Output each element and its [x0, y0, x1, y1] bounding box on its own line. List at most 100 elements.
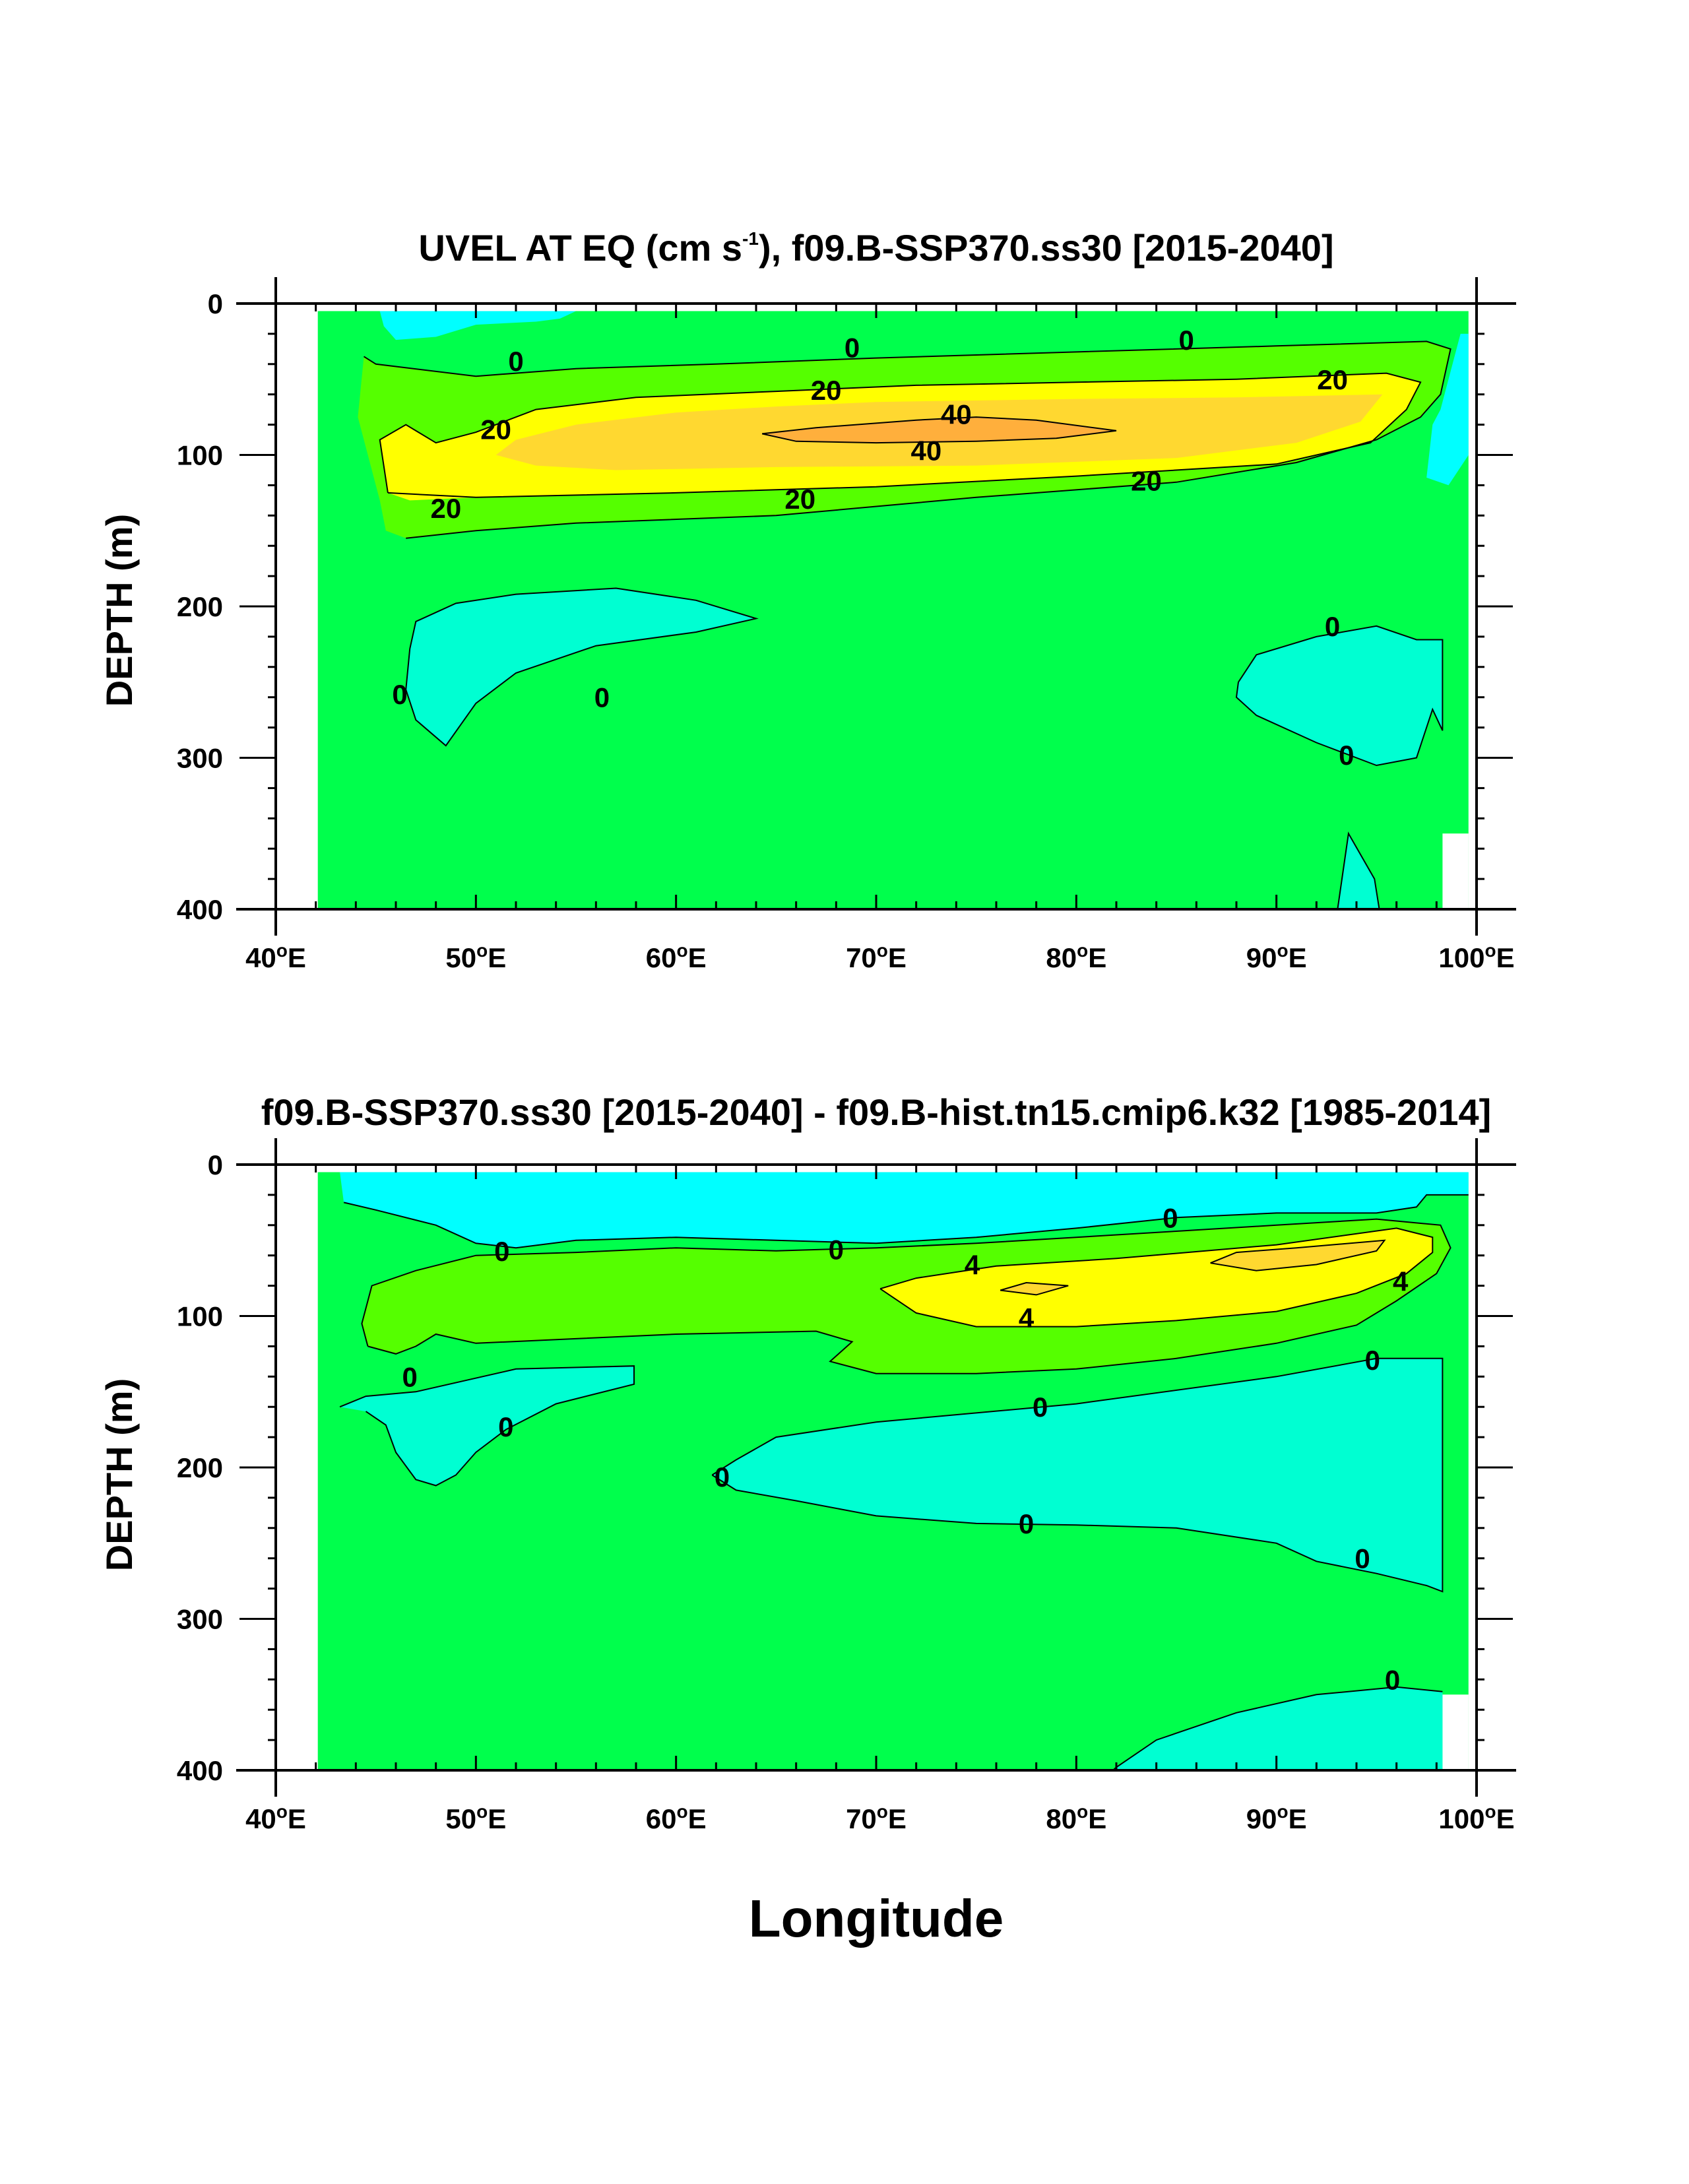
x-tick-label: 60oE — [646, 940, 707, 973]
contour-label-12: 0 — [594, 682, 610, 713]
contour-label-11: 0 — [1019, 1508, 1034, 1539]
x-tick-label-hemisphere: E — [888, 1803, 907, 1834]
contour-line-6 — [711, 1357, 1444, 1593]
x-tick-label: 90oE — [1246, 1801, 1307, 1834]
panel-lower-ylabel: DEPTH (m) — [98, 1378, 140, 1571]
contour-line-5 — [1337, 831, 1380, 909]
x-tick-label-num: 50 — [445, 1803, 476, 1834]
x-tick-label-degree: o — [676, 940, 687, 961]
x-tick-label-num: 100 — [1438, 1803, 1484, 1834]
x-tick-label-hemisphere: E — [1496, 942, 1515, 973]
contour-label-6: 20 — [430, 493, 461, 524]
contour-label-8: 0 — [715, 1461, 730, 1493]
y-tick-label: 400 — [177, 1755, 223, 1786]
contour-line-0 — [363, 340, 1451, 539]
y-tick-label: 0 — [208, 288, 223, 319]
contour-fill-region-8 — [1337, 833, 1380, 909]
x-tick-label-hemisphere: E — [688, 1803, 707, 1834]
masked-area-1 — [1442, 1694, 1469, 1770]
x-tick-label-num: 60 — [646, 942, 677, 973]
contour-fill-region-0 — [379, 311, 576, 340]
x-tick-label-degree: o — [1484, 940, 1496, 961]
x-tick-label-num: 50 — [445, 942, 476, 973]
contour-fill-region-6 — [712, 1358, 1443, 1592]
contour-label-0: 0 — [508, 346, 523, 377]
x-tick-label: 100oE — [1438, 940, 1514, 973]
x-tick-label: 70oE — [846, 940, 907, 973]
x-tick-label-num: 100 — [1438, 942, 1484, 973]
panel-upper-title-post: ), f09.B-SSP370.ss30 [2015-2040] — [759, 227, 1334, 269]
contour-label-13: 0 — [1385, 1664, 1400, 1695]
x-tick-label-hemisphere: E — [1289, 942, 1307, 973]
x-tick-label-hemisphere: E — [1496, 1803, 1515, 1834]
panel-upper-ylabel: DEPTH (m) — [98, 514, 140, 707]
x-tick-label: 50oE — [445, 1801, 506, 1834]
x-tick-label: 80oE — [1046, 940, 1106, 973]
contour-line-5 — [339, 1365, 635, 1487]
contour-line-1 — [379, 372, 1422, 498]
y-tick-label: 300 — [177, 1604, 223, 1635]
x-tick-label-num: 40 — [245, 1803, 276, 1834]
contour-label-14: 0 — [1339, 740, 1354, 771]
contour-label-4: 4 — [1019, 1302, 1035, 1333]
masked-area-0 — [1468, 304, 1477, 909]
contour-label-3: 4 — [965, 1249, 980, 1280]
x-tick-label-num: 90 — [1246, 1803, 1277, 1834]
panel-upper-title-pre: UVEL AT EQ (cm s — [418, 227, 742, 269]
x-tick-label-num: 60 — [646, 1803, 677, 1834]
contour-fill-region-0 — [340, 1172, 1469, 1248]
contour-fill-region-3 — [1210, 1240, 1385, 1271]
x-tick-label-degree: o — [1484, 1801, 1496, 1822]
contour-label-0: 0 — [494, 1236, 509, 1267]
contour-fill-region-5 — [340, 1366, 634, 1486]
y-tick-label: 0 — [208, 1149, 223, 1180]
contour-label-3: 20 — [480, 414, 511, 445]
contour-label-12: 0 — [1354, 1543, 1370, 1574]
x-tick-label-degree: o — [676, 1801, 687, 1822]
x-tick-label-hemisphere: E — [688, 942, 707, 973]
y-tick-label: 400 — [177, 894, 223, 925]
contour-line-1 — [361, 1218, 1451, 1374]
contour-fill-region-7 — [1236, 626, 1443, 765]
contour-label-9: 40 — [941, 399, 972, 430]
axes: 40oE 50oE 60oE 70oE 80oE 90oE 100oE01002003004… — [177, 277, 1516, 973]
masked-area-1 — [1442, 833, 1469, 909]
contour-line-2 — [761, 416, 1117, 444]
contour-line-2 — [879, 1227, 1434, 1328]
contour-fill-region-1 — [1426, 333, 1469, 486]
x-tick-label-hemisphere: E — [1088, 1803, 1106, 1834]
x-tick-label-hemisphere: E — [288, 1803, 306, 1834]
panel-upper-title-sup: -1 — [742, 228, 759, 249]
contour-label-10: 40 — [910, 435, 941, 466]
y-tick-label: 100 — [177, 1301, 223, 1332]
x-tick-label-hemisphere: E — [888, 942, 907, 973]
contour-label-7: 20 — [784, 484, 815, 515]
contour-line-3 — [1210, 1239, 1386, 1271]
panel-upper-title: UVEL AT EQ (cm s-1), f09.B-SSP370.ss30 [… — [418, 227, 1333, 269]
contour-label-13: 0 — [1325, 611, 1340, 642]
x-tick-label-num: 80 — [1046, 1803, 1077, 1834]
x-tick-label: 40oE — [245, 940, 306, 973]
x-tick-label-degree: o — [877, 940, 888, 961]
x-tick-label: 90oE — [1246, 940, 1307, 973]
x-tick-label: 60oE — [646, 1801, 707, 1834]
masked-area-0 — [1468, 1165, 1477, 1770]
x-tick-label-hemisphere: E — [1088, 942, 1106, 973]
contour-label-5: 4 — [1393, 1266, 1409, 1297]
contour-line-4 — [1000, 1281, 1069, 1296]
x-tick-label-num: 70 — [846, 942, 877, 973]
contour-field: 0 0 0 4 4 4 0 0 0 0 0 0 0 0 — [317, 1165, 1477, 1770]
axes: 40oE 50oE 60oE 70oE 80oE 90oE 100oE01002003004… — [177, 1138, 1516, 1834]
x-tick-label-hemisphere: E — [1289, 1803, 1307, 1834]
x-tick-label: 80oE — [1046, 1801, 1106, 1834]
x-tick-label-hemisphere: E — [488, 942, 506, 973]
contour-label-2: 0 — [1178, 325, 1194, 356]
panel-lower-title: f09.B-SSP370.ss30 [2015-2040] - f09.B-hi… — [261, 1091, 1492, 1133]
x-tick-label: 100oE — [1438, 1801, 1514, 1834]
x-tick-label-num: 70 — [846, 1803, 877, 1834]
contour-label-7: 0 — [498, 1411, 513, 1442]
contour-fill-region-5 — [762, 417, 1116, 443]
contour-label-8: 20 — [1131, 466, 1162, 497]
